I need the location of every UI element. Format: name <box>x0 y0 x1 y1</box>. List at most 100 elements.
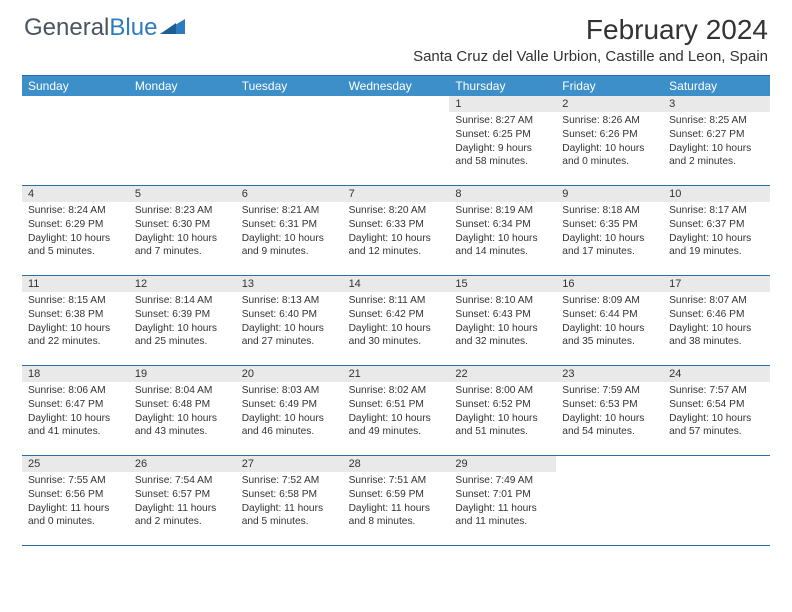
week-row: 18Sunrise: 8:06 AMSunset: 6:47 PMDayligh… <box>22 366 770 456</box>
day-cell: 21Sunrise: 8:02 AMSunset: 6:51 PMDayligh… <box>343 366 450 456</box>
date-number: 22 <box>449 366 556 382</box>
day-cell: 18Sunrise: 8:06 AMSunset: 6:47 PMDayligh… <box>22 366 129 456</box>
sunset-text: Sunset: 6:43 PM <box>455 308 550 322</box>
daylight-text: Daylight: 10 hours and 41 minutes. <box>28 412 123 440</box>
day-header-cell: Saturday <box>663 76 770 96</box>
day-details: Sunrise: 8:24 AMSunset: 6:29 PMDaylight:… <box>22 202 129 263</box>
date-number: 7 <box>343 186 450 202</box>
daylight-text: Daylight: 10 hours and 27 minutes. <box>242 322 337 350</box>
location: Santa Cruz del Valle Urbion, Castille an… <box>413 48 768 65</box>
sunrise-text: Sunrise: 8:26 AM <box>562 114 657 128</box>
day-cell: 19Sunrise: 8:04 AMSunset: 6:48 PMDayligh… <box>129 366 236 456</box>
day-details: Sunrise: 8:04 AMSunset: 6:48 PMDaylight:… <box>129 382 236 443</box>
date-number <box>663 456 770 472</box>
day-cell: 27Sunrise: 7:52 AMSunset: 6:58 PMDayligh… <box>236 456 343 546</box>
daylight-text: Daylight: 11 hours and 11 minutes. <box>455 502 550 530</box>
day-cell: 14Sunrise: 8:11 AMSunset: 6:42 PMDayligh… <box>343 276 450 366</box>
weeks-container: 1Sunrise: 8:27 AMSunset: 6:25 PMDaylight… <box>22 96 770 546</box>
daylight-text: Daylight: 11 hours and 8 minutes. <box>349 502 444 530</box>
day-details: Sunrise: 8:25 AMSunset: 6:27 PMDaylight:… <box>663 112 770 173</box>
sunset-text: Sunset: 6:47 PM <box>28 398 123 412</box>
day-details: Sunrise: 8:26 AMSunset: 6:26 PMDaylight:… <box>556 112 663 173</box>
sunrise-text: Sunrise: 8:27 AM <box>455 114 550 128</box>
day-header-cell: Tuesday <box>236 76 343 96</box>
day-cell: 3Sunrise: 8:25 AMSunset: 6:27 PMDaylight… <box>663 96 770 186</box>
date-number: 17 <box>663 276 770 292</box>
daylight-text: Daylight: 10 hours and 46 minutes. <box>242 412 337 440</box>
date-number: 6 <box>236 186 343 202</box>
logo-text-1: General <box>24 14 109 42</box>
daylight-text: Daylight: 10 hours and 43 minutes. <box>135 412 230 440</box>
sunset-text: Sunset: 6:59 PM <box>349 488 444 502</box>
sunset-text: Sunset: 6:26 PM <box>562 128 657 142</box>
day-header-cell: Friday <box>556 76 663 96</box>
sunrise-text: Sunrise: 7:59 AM <box>562 384 657 398</box>
date-number: 28 <box>343 456 450 472</box>
sunrise-text: Sunrise: 8:09 AM <box>562 294 657 308</box>
day-cell <box>343 96 450 186</box>
date-number: 20 <box>236 366 343 382</box>
day-header-cell: Monday <box>129 76 236 96</box>
day-details: Sunrise: 8:20 AMSunset: 6:33 PMDaylight:… <box>343 202 450 263</box>
date-number: 13 <box>236 276 343 292</box>
day-cell <box>22 96 129 186</box>
date-number: 24 <box>663 366 770 382</box>
sunrise-text: Sunrise: 8:00 AM <box>455 384 550 398</box>
day-cell: 11Sunrise: 8:15 AMSunset: 6:38 PMDayligh… <box>22 276 129 366</box>
day-cell: 22Sunrise: 8:00 AMSunset: 6:52 PMDayligh… <box>449 366 556 456</box>
day-cell: 6Sunrise: 8:21 AMSunset: 6:31 PMDaylight… <box>236 186 343 276</box>
sunrise-text: Sunrise: 7:57 AM <box>669 384 764 398</box>
week-row: 11Sunrise: 8:15 AMSunset: 6:38 PMDayligh… <box>22 276 770 366</box>
day-details: Sunrise: 8:03 AMSunset: 6:49 PMDaylight:… <box>236 382 343 443</box>
sunset-text: Sunset: 6:51 PM <box>349 398 444 412</box>
sunrise-text: Sunrise: 8:13 AM <box>242 294 337 308</box>
day-details: Sunrise: 8:23 AMSunset: 6:30 PMDaylight:… <box>129 202 236 263</box>
day-details: Sunrise: 7:55 AMSunset: 6:56 PMDaylight:… <box>22 472 129 533</box>
day-header-cell: Sunday <box>22 76 129 96</box>
date-number: 23 <box>556 366 663 382</box>
daylight-text: Daylight: 10 hours and 5 minutes. <box>28 232 123 260</box>
day-cell: 24Sunrise: 7:57 AMSunset: 6:54 PMDayligh… <box>663 366 770 456</box>
sunset-text: Sunset: 6:44 PM <box>562 308 657 322</box>
day-cell: 4Sunrise: 8:24 AMSunset: 6:29 PMDaylight… <box>22 186 129 276</box>
daylight-text: Daylight: 10 hours and 2 minutes. <box>669 142 764 170</box>
daylight-text: Daylight: 10 hours and 49 minutes. <box>349 412 444 440</box>
sunrise-text: Sunrise: 8:03 AM <box>242 384 337 398</box>
daylight-text: Daylight: 10 hours and 30 minutes. <box>349 322 444 350</box>
calendar: SundayMondayTuesdayWednesdayThursdayFrid… <box>22 75 770 546</box>
day-cell: 2Sunrise: 8:26 AMSunset: 6:26 PMDaylight… <box>556 96 663 186</box>
daylight-text: Daylight: 11 hours and 0 minutes. <box>28 502 123 530</box>
sunset-text: Sunset: 6:34 PM <box>455 218 550 232</box>
daylight-text: Daylight: 10 hours and 12 minutes. <box>349 232 444 260</box>
date-number <box>343 96 450 112</box>
date-number <box>236 96 343 112</box>
date-number: 1 <box>449 96 556 112</box>
day-details: Sunrise: 8:19 AMSunset: 6:34 PMDaylight:… <box>449 202 556 263</box>
day-cell: 17Sunrise: 8:07 AMSunset: 6:46 PMDayligh… <box>663 276 770 366</box>
date-number: 19 <box>129 366 236 382</box>
day-details: Sunrise: 7:51 AMSunset: 6:59 PMDaylight:… <box>343 472 450 533</box>
daylight-text: Daylight: 10 hours and 38 minutes. <box>669 322 764 350</box>
date-number: 10 <box>663 186 770 202</box>
day-cell: 23Sunrise: 7:59 AMSunset: 6:53 PMDayligh… <box>556 366 663 456</box>
day-cell <box>663 456 770 546</box>
day-cell: 16Sunrise: 8:09 AMSunset: 6:44 PMDayligh… <box>556 276 663 366</box>
day-cell: 1Sunrise: 8:27 AMSunset: 6:25 PMDaylight… <box>449 96 556 186</box>
day-details: Sunrise: 8:17 AMSunset: 6:37 PMDaylight:… <box>663 202 770 263</box>
logo-text-2: Blue <box>109 14 157 42</box>
sunrise-text: Sunrise: 8:10 AM <box>455 294 550 308</box>
daylight-text: Daylight: 10 hours and 54 minutes. <box>562 412 657 440</box>
sunrise-text: Sunrise: 8:21 AM <box>242 204 337 218</box>
daylight-text: Daylight: 10 hours and 0 minutes. <box>562 142 657 170</box>
sunrise-text: Sunrise: 7:55 AM <box>28 474 123 488</box>
sunset-text: Sunset: 6:29 PM <box>28 218 123 232</box>
sunset-text: Sunset: 6:27 PM <box>669 128 764 142</box>
sunrise-text: Sunrise: 8:06 AM <box>28 384 123 398</box>
logo-triangle-icon <box>160 14 186 42</box>
day-cell: 9Sunrise: 8:18 AMSunset: 6:35 PMDaylight… <box>556 186 663 276</box>
day-details: Sunrise: 8:14 AMSunset: 6:39 PMDaylight:… <box>129 292 236 353</box>
sunrise-text: Sunrise: 7:54 AM <box>135 474 230 488</box>
sunrise-text: Sunrise: 8:15 AM <box>28 294 123 308</box>
date-number: 29 <box>449 456 556 472</box>
day-cell <box>129 96 236 186</box>
